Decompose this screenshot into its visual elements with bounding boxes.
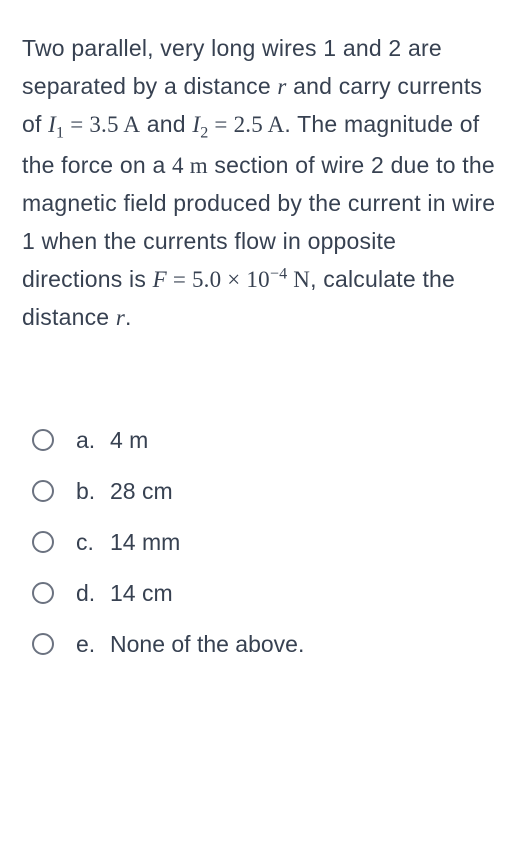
length: 4 m: [172, 153, 208, 178]
option-c[interactable]: c. 14 mm: [32, 529, 497, 556]
option-text: None of the above.: [110, 631, 304, 658]
option-letter: e.: [76, 631, 110, 658]
var-r: r: [277, 74, 286, 99]
option-e[interactable]: e. None of the above.: [32, 631, 497, 658]
option-text: 14 cm: [110, 580, 173, 607]
radio-icon[interactable]: [32, 480, 54, 502]
option-a[interactable]: a. 4 m: [32, 427, 497, 454]
option-letter: a.: [76, 427, 110, 454]
option-text: 14 mm: [110, 529, 180, 556]
force: F = 5.0 × 10−4 N: [153, 267, 310, 292]
option-b[interactable]: b. 28 cm: [32, 478, 497, 505]
question-text: Two parallel, very long wires 1 and 2 ar…: [22, 30, 497, 337]
option-letter: c.: [76, 529, 110, 556]
option-letter: d.: [76, 580, 110, 607]
option-d[interactable]: d. 14 cm: [32, 580, 497, 607]
text-part: and: [140, 111, 192, 137]
radio-icon[interactable]: [32, 429, 54, 451]
option-text: 4 m: [110, 427, 148, 454]
radio-icon[interactable]: [32, 531, 54, 553]
I2: I2 = 2.5 A: [192, 112, 284, 137]
var-r: r: [116, 305, 125, 330]
options-list: a. 4 m b. 28 cm c. 14 mm d. 14 cm e. Non…: [22, 427, 497, 658]
radio-icon[interactable]: [32, 582, 54, 604]
I1: I1 = 3.5 A: [48, 112, 140, 137]
option-letter: b.: [76, 478, 110, 505]
text-part: .: [125, 304, 132, 330]
option-text: 28 cm: [110, 478, 173, 505]
radio-icon[interactable]: [32, 633, 54, 655]
